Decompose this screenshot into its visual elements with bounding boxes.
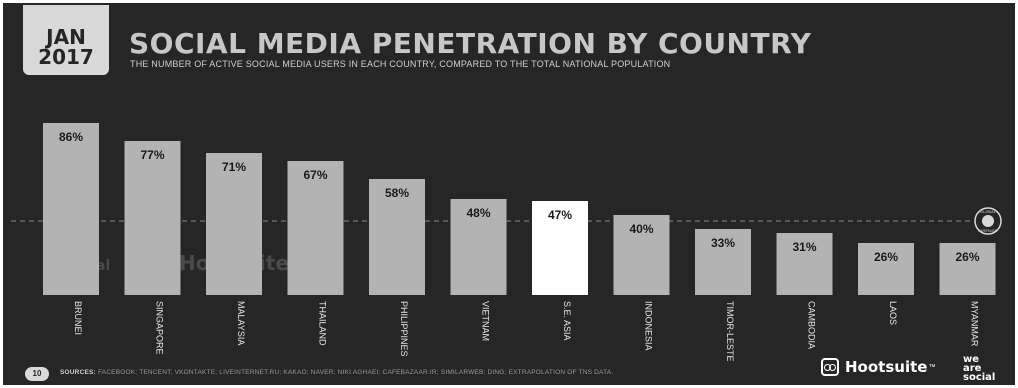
category-label: VIETNAM [481, 301, 491, 341]
category-label: SINGAPORE [155, 301, 165, 355]
bar-malaysia [206, 153, 262, 295]
global-average-label-top: GLOBAL [980, 209, 997, 214]
bar-laos [858, 243, 914, 295]
category-label: INDONESIA [644, 301, 654, 351]
value-label: 77% [140, 148, 164, 162]
date-year: 2017 [38, 45, 94, 69]
category-label: MYANMAR [970, 301, 980, 347]
value-label: 71% [222, 160, 246, 174]
chart-subtitle: THE NUMBER OF ACTIVE SOCIAL MEDIA USERS … [130, 59, 671, 69]
value-label: 26% [874, 250, 898, 264]
bar-brunei [43, 123, 99, 295]
bar-vietnam [450, 199, 507, 295]
bar-s-e-asia [532, 201, 588, 295]
hootsuite-logo-text: Hootsuite [845, 358, 928, 376]
value-label: 40% [629, 222, 653, 236]
value-label: 48% [466, 206, 490, 220]
bar-cambodia [776, 233, 833, 295]
globe-icon [982, 215, 994, 227]
global-average-label-bottom: AVERAGE [978, 228, 997, 233]
we-are-social-logo: we are social [963, 354, 996, 383]
hootsuite-logo: Hootsuite ™ [821, 358, 935, 376]
was-logo-social: social [963, 372, 996, 383]
date-month: JAN [46, 25, 86, 49]
was-logo-we: we [963, 354, 980, 365]
page-number: 10 [25, 367, 49, 381]
bar-philippines [369, 179, 425, 295]
hootsuite-owl-icon [821, 358, 839, 376]
bar-thailand [287, 161, 344, 295]
value-label: 67% [303, 168, 327, 182]
value-label: 86% [59, 130, 83, 144]
bar-chart: 86% BRUNEI 77% SINGAPORE 71% MALAYSIA 67% THAIL… [11, 123, 1002, 362]
value-label: 33% [711, 236, 735, 250]
sources-note: SOURCES: FACEBOOK; TENCENT; VKONTAKTE; L… [60, 369, 613, 376]
chart-title: SOCIAL MEDIA PENETRATION BY COUNTRY [129, 27, 812, 60]
category-label: LAOS [888, 301, 898, 325]
sources-label: SOURCES: [60, 369, 96, 376]
value-label: 31% [792, 240, 816, 254]
bar-myanmar [939, 243, 996, 295]
bar-singapore [124, 141, 181, 295]
was-logo-are: are [963, 363, 982, 374]
category-label: MALAYSIA [236, 301, 246, 345]
category-label: TIMOR-LESTE [725, 301, 735, 362]
slide: JAN 2017 SOCIAL MEDIA PENETRATION BY COU… [3, 3, 1015, 385]
value-label: 26% [955, 250, 979, 264]
date-tab: JAN 2017 [23, 5, 109, 75]
category-label: S.E. ASIA [562, 301, 572, 341]
bar-timor-leste [695, 229, 751, 295]
hootsuite-trademark: ™ [928, 363, 936, 371]
value-label: 47% [548, 208, 572, 222]
bar-indonesia [613, 215, 670, 295]
category-label: BRUNEI [73, 301, 83, 335]
category-label: CAMBODIA [807, 301, 817, 349]
value-label: 58% [385, 186, 409, 200]
sources-text: FACEBOOK; TENCENT; VKONTAKTE; LIVEINTERN… [97, 369, 614, 376]
category-label: PHILIPPINES [399, 301, 409, 357]
category-label: THAILAND [318, 301, 328, 346]
